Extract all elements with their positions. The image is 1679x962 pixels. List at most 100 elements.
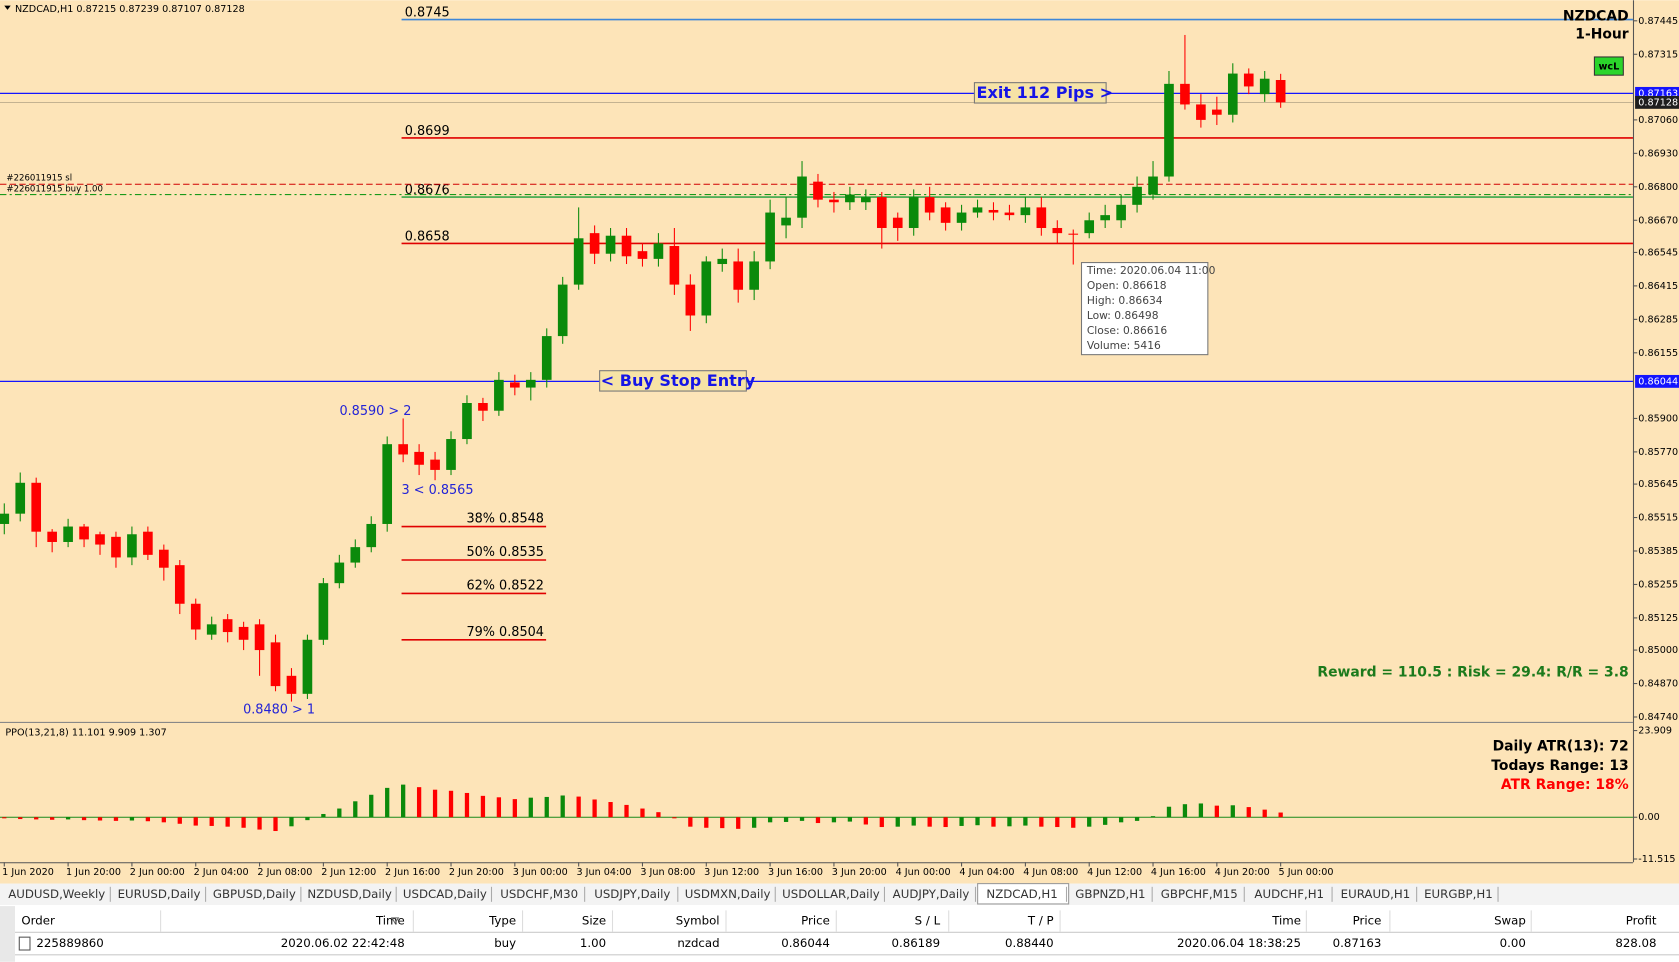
tab-label[interactable]: USDJPY,Daily [594, 887, 670, 901]
histogram-bar [1214, 805, 1219, 818]
candle-body [892, 217, 903, 228]
y-tick-label: 0.87315 [1638, 49, 1678, 60]
table-cell[interactable]: 828.08 [1615, 936, 1656, 950]
column-header[interactable]: Time [375, 914, 405, 928]
histogram-bar [720, 817, 725, 829]
column-header[interactable]: Price [1353, 914, 1382, 928]
tooltip-line: High: 0.86634 [1087, 294, 1163, 307]
tab-label[interactable]: USDCHF,M30 [500, 887, 578, 901]
tab-label[interactable]: NZDUSD,Daily [307, 887, 392, 901]
candle-body [1004, 212, 1015, 216]
table-cell[interactable]: 225889860 [36, 936, 103, 950]
candle-body [31, 482, 42, 532]
histogram-bar [1198, 803, 1204, 818]
column-header[interactable]: Size [582, 914, 606, 928]
table-cell[interactable]: 2020.06.02 22:42:48 [281, 936, 405, 950]
candle-body [1180, 83, 1190, 105]
tab-label[interactable]: GBPCHF,M15 [1161, 887, 1238, 901]
histogram-bar [225, 817, 230, 827]
candle-body [876, 197, 887, 228]
histogram-bar [991, 817, 996, 827]
indicator-note: ATR Range: 18% [1501, 777, 1629, 793]
histogram-bar [608, 802, 613, 818]
column-header[interactable]: Profit [1626, 914, 1657, 928]
histogram-bar [241, 817, 246, 828]
histogram-bar [193, 817, 198, 826]
indicator-note: Daily ATR(13): 72 [1493, 739, 1629, 755]
histogram-bar [321, 813, 326, 818]
table-cell[interactable]: buy [494, 936, 516, 950]
tab-label[interactable]: AUDJPY,Daily [893, 887, 970, 901]
candle-body [478, 403, 488, 411]
histogram-bar [863, 817, 868, 825]
table-cell[interactable]: 0.86044 [781, 936, 830, 950]
table-cell[interactable]: 1.00 [580, 936, 606, 950]
histogram-bar [1103, 817, 1108, 825]
tab-label[interactable]: USDOLLAR,Daily [782, 887, 880, 901]
table-cell[interactable]: 0.00 [1500, 936, 1526, 950]
indicator-title: PPO(13,21,8) 11.101 9.909 1.307 [5, 728, 166, 739]
fib-label: 50% 0.8535 [466, 545, 543, 560]
y-tick-label: 0.86545 [1638, 247, 1678, 258]
histogram-bar [353, 801, 358, 818]
y-tick-label: 0.85770 [1638, 447, 1678, 458]
tab-label[interactable]: AUDUSD,Weekly [8, 887, 105, 901]
histogram-bar [943, 817, 948, 828]
y-tick-label: 0.85125 [1638, 613, 1678, 624]
level-label: 0.8699 [405, 124, 450, 139]
column-header[interactable]: Time [1271, 914, 1301, 928]
y-tick-label: 0.85900 [1638, 413, 1678, 424]
x-tick-label: 3 Jun 16:00 [768, 867, 823, 878]
tab-label[interactable]: USDMXN,Daily [685, 887, 771, 901]
tab-label[interactable]: NZDCAD,H1 [986, 887, 1057, 901]
histogram-bar [640, 808, 645, 818]
candle-body [988, 209, 999, 213]
tab-label[interactable]: GBPNZD,H1 [1075, 887, 1145, 901]
tab-label[interactable]: GBPUSD,Daily [213, 887, 296, 901]
histogram-bar [911, 817, 916, 826]
x-tick-label: 1 Jun 20:00 [66, 867, 121, 878]
table-cell[interactable]: 0.87163 [1333, 936, 1382, 950]
candle-body [286, 675, 297, 694]
column-header[interactable]: Order [21, 914, 55, 928]
histogram-bar [65, 817, 71, 820]
histogram-bar [416, 787, 422, 818]
tab-label[interactable]: EURGBP,H1 [1424, 887, 1493, 901]
tab-label[interactable]: EURAUD,H1 [1341, 887, 1411, 901]
histogram-bar [34, 817, 39, 820]
tab-label[interactable]: AUDCHF,H1 [1254, 887, 1324, 901]
tab-active[interactable] [977, 883, 1070, 905]
table-cell[interactable]: 0.86189 [891, 936, 940, 950]
histogram-bar [512, 799, 517, 818]
column-header[interactable]: Type [488, 914, 516, 928]
histogram-bar [560, 795, 565, 818]
column-header[interactable]: S / L [915, 914, 941, 928]
table-cell[interactable]: nzdcad [677, 936, 719, 950]
y-tick-label: 0.85000 [1638, 645, 1678, 656]
x-tick-label: 2 Jun 08:00 [257, 867, 312, 878]
histogram-bar [1230, 805, 1235, 818]
candle-body [685, 284, 696, 316]
column-header[interactable]: T / P [1027, 914, 1054, 928]
column-header[interactable]: Swap [1494, 914, 1526, 928]
menu-arrow[interactable] [4, 5, 11, 10]
table-cell[interactable]: 2020.06.04 18:38:25 [1177, 936, 1301, 950]
histogram-bar [592, 799, 597, 818]
y-tick-label: 0.87445 [1638, 16, 1678, 27]
tab-label[interactable]: EURUSD,Daily [118, 887, 201, 901]
column-header[interactable]: Price [801, 914, 830, 928]
candle-body [143, 531, 153, 555]
table-cell[interactable]: 0.88440 [1005, 936, 1054, 950]
tooltip-line: Open: 0.86618 [1087, 279, 1167, 292]
histogram-bar [576, 796, 581, 818]
x-tick-label: 3 Jun 08:00 [640, 867, 695, 878]
tab-label[interactable]: USDCAD,Daily [403, 887, 487, 901]
candle-body [238, 626, 249, 640]
x-tick-label: 2 Jun 16:00 [385, 867, 440, 878]
column-header[interactable]: Symbol [676, 914, 720, 928]
candle-body [1227, 73, 1238, 115]
candle-body [302, 639, 313, 694]
y-tick-label: 23.909 [1638, 726, 1672, 737]
histogram-bar [369, 794, 374, 818]
